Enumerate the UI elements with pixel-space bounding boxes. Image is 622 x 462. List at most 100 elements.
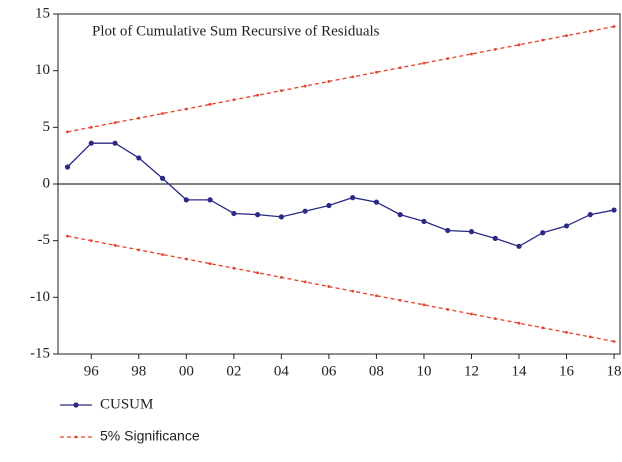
data-point	[540, 230, 546, 236]
data-point	[612, 340, 616, 343]
data-point	[517, 43, 521, 47]
data-point	[445, 227, 451, 234]
data-point	[184, 107, 188, 111]
data-point	[327, 80, 331, 83]
chart-title: Plot of Cumulative Sum Recursive of Resi…	[92, 23, 380, 39]
y-tick-label: 10	[35, 62, 50, 78]
data-point	[397, 212, 403, 218]
data-point	[493, 317, 497, 321]
data-point	[327, 285, 331, 288]
data-point	[89, 125, 93, 129]
data-point	[612, 25, 616, 28]
legend-marker	[74, 435, 78, 439]
data-point	[303, 84, 307, 88]
data-point	[112, 140, 118, 146]
data-point	[231, 210, 237, 217]
data-point	[303, 280, 307, 284]
x-tick-label: 00	[179, 363, 194, 379]
series-line	[67, 142, 615, 248]
data-point	[302, 208, 308, 214]
data-point	[137, 116, 141, 120]
y-tick-label: 0	[43, 175, 51, 191]
data-point	[232, 266, 236, 270]
data-point	[66, 234, 69, 238]
data-point	[422, 303, 426, 307]
y-tick-label: 5	[43, 119, 51, 135]
data-point	[136, 155, 142, 161]
data-point	[278, 214, 284, 220]
x-tick-label: 10	[416, 363, 431, 379]
data-point	[563, 223, 570, 229]
legend-marker	[73, 402, 79, 408]
data-point	[113, 243, 117, 247]
data-point	[184, 257, 188, 261]
x-tick-label: 04	[274, 363, 290, 379]
series-line	[67, 25, 615, 133]
data-point	[541, 326, 545, 330]
data-point	[88, 140, 94, 146]
data-point	[516, 243, 522, 249]
data-point	[468, 229, 475, 235]
y-tick-label: -15	[30, 345, 50, 361]
data-point	[422, 61, 426, 65]
data-point	[256, 93, 260, 97]
data-point	[161, 112, 164, 115]
series-line	[67, 235, 615, 343]
x-tick-label: 12	[464, 363, 479, 379]
data-point	[89, 239, 93, 243]
data-point	[350, 195, 356, 201]
data-point	[326, 202, 332, 209]
data-point	[446, 57, 450, 60]
data-point	[470, 312, 473, 316]
legend-label: CUSUM	[100, 396, 153, 412]
x-tick-label: 08	[369, 363, 384, 379]
data-point	[470, 52, 473, 56]
data-point	[565, 330, 568, 334]
data-point	[588, 335, 592, 339]
x-tick-label: 06	[321, 363, 337, 379]
x-tick-label: 18	[607, 363, 622, 379]
data-point	[375, 294, 378, 298]
data-point	[64, 164, 71, 170]
data-point	[611, 207, 617, 213]
data-point	[587, 212, 593, 218]
x-tick-label: 98	[131, 363, 146, 379]
data-point	[66, 130, 69, 134]
data-point	[421, 218, 427, 224]
data-point	[183, 197, 189, 203]
data-point	[208, 102, 212, 106]
data-point	[373, 199, 380, 205]
x-tick-label: 16	[559, 363, 575, 379]
data-point	[565, 34, 568, 38]
data-point	[208, 262, 212, 266]
y-tick-label: -5	[38, 232, 51, 248]
data-point	[493, 47, 497, 51]
data-point	[161, 253, 164, 256]
data-point	[588, 29, 592, 33]
x-tick-label: 02	[226, 363, 241, 379]
data-point	[375, 70, 378, 74]
x-tick-label: 14	[512, 363, 528, 379]
x-tick-label: 96	[84, 363, 100, 379]
data-point	[207, 197, 213, 203]
data-point	[517, 321, 521, 325]
data-point	[232, 98, 236, 102]
data-point	[113, 121, 117, 125]
data-point	[492, 235, 498, 241]
y-tick-label: -10	[30, 289, 50, 305]
data-point	[256, 271, 260, 275]
data-point	[398, 66, 402, 70]
data-point	[279, 275, 283, 279]
data-point	[137, 248, 141, 252]
data-point	[351, 75, 355, 79]
data-point	[541, 38, 545, 42]
legend-label: 5% Significance	[100, 428, 200, 444]
data-point	[255, 212, 261, 218]
data-point	[446, 308, 450, 311]
data-point	[159, 175, 166, 181]
data-point	[398, 298, 402, 302]
data-point	[351, 289, 355, 293]
y-tick-label: 15	[35, 5, 50, 21]
data-point	[279, 89, 283, 93]
